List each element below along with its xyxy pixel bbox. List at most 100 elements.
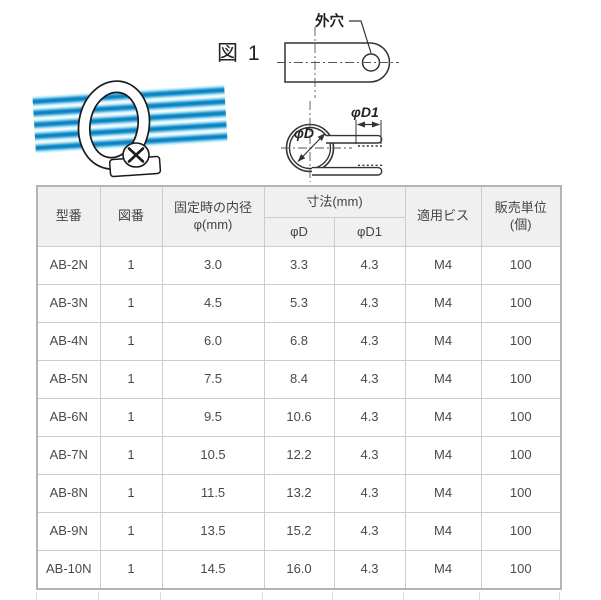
table-cell: 13.2	[263, 474, 335, 513]
table-cell: AB-8N	[36, 474, 101, 513]
table-cell: 4.3	[333, 322, 406, 361]
table-cell: 100	[480, 398, 562, 437]
table-cell: 12.2	[263, 436, 335, 475]
table-cell: 14.5	[161, 550, 265, 590]
table-row: AB-6N 1 9.5 10.6 4.3 M4 100	[36, 398, 562, 437]
table-cell: M4	[404, 398, 482, 437]
table-cell: 9.5	[161, 398, 265, 437]
table-cell: 3.3	[263, 246, 335, 285]
table-cell: 3.0	[161, 246, 265, 285]
inner-diameter-line2: φ(mm)	[193, 216, 233, 232]
phi-d-arrow	[297, 133, 326, 162]
table-cell: 4.3	[333, 360, 406, 399]
table-cell: 1	[99, 550, 163, 590]
table-cell: 100	[480, 436, 562, 475]
table-cell: M4	[404, 322, 482, 361]
table-cell: AB-3N	[36, 284, 101, 323]
table-cell: AB-6N	[36, 398, 101, 437]
col-header-inner-diameter: 固定時の内径 φ(mm)	[161, 185, 265, 247]
clamp-tab-outline	[284, 42, 391, 83]
table-cell: 1	[99, 512, 163, 551]
table-cell: 100	[480, 550, 562, 590]
phillips-cross-icon	[127, 147, 145, 163]
table-cell: M4	[404, 360, 482, 399]
figure-1-diagram: 図 1 外穴 φD φD1	[217, 12, 399, 182]
extension-lines	[355, 120, 382, 144]
table-cell: 4.5	[161, 284, 265, 323]
sales-unit-line2: (個)	[509, 216, 532, 232]
table-cell: 4.3	[333, 474, 406, 513]
table-cell: 1	[99, 436, 163, 475]
table-cell: 100	[480, 284, 562, 323]
table-cell: AB-5N	[36, 360, 101, 399]
table-row: AB-7N 1 10.5 12.2 4.3 M4 100	[36, 436, 562, 475]
table-cell: 6.8	[263, 322, 335, 361]
table-cell: 8.4	[263, 360, 335, 399]
spec-table: 型番 図番 固定時の内径 φ(mm) 寸法(mm) 適用ビス 販売単位 (個) …	[36, 185, 563, 590]
col-header-phi-d: φD	[263, 217, 335, 247]
col-header-sales-unit: 販売単位 (個)	[480, 185, 562, 247]
table-cell: M4	[404, 246, 482, 285]
col-header-phi-d1: φD1	[333, 217, 406, 247]
table-cell: 4.3	[333, 246, 406, 285]
table-cell: 15.2	[263, 512, 335, 551]
table-cell: 6.0	[161, 322, 265, 361]
side-view: φD φD1	[281, 101, 383, 182]
phi-d-label: φD	[294, 125, 314, 141]
table-cell: AB-4N	[36, 322, 101, 361]
col-header-screw: 適用ビス	[404, 185, 482, 247]
partial-next-row	[36, 592, 560, 600]
table-cell: AB-7N	[36, 436, 101, 475]
table-cell: 4.3	[333, 512, 406, 551]
sales-unit-line1: 販売単位	[494, 200, 547, 216]
table-row: AB-8N 1 11.5 13.2 4.3 M4 100	[36, 474, 562, 513]
table-cell: 1	[99, 322, 163, 361]
inner-diameter-line1: 固定時の内径	[173, 200, 252, 216]
spec-table-body: AB-2N 1 3.0 3.3 4.3 M4 100 AB-3N 1 4.5 5.3 4.3 M4 100…	[36, 246, 562, 590]
table-cell: 5.3	[263, 284, 335, 323]
table-cell: 4.3	[333, 550, 406, 590]
table-cell: 100	[480, 512, 562, 551]
table-cell: 100	[480, 246, 562, 285]
nylon-clamp	[77, 80, 162, 178]
table-row: AB-4N 1 6.0 6.8 4.3 M4 100	[36, 322, 562, 361]
table-row: AB-2N 1 3.0 3.3 4.3 M4 100	[36, 246, 562, 285]
table-cell: 13.5	[161, 512, 265, 551]
table-row: AB-3N 1 4.5 5.3 4.3 M4 100	[36, 284, 562, 323]
table-cell: 1	[99, 360, 163, 399]
table-cell: 100	[480, 474, 562, 513]
col-header-figure-no: 図番	[99, 185, 163, 247]
table-cell: M4	[404, 284, 482, 323]
table-cell: AB-10N	[36, 550, 101, 590]
table-cell: 4.3	[333, 398, 406, 437]
spec-table-header: 型番 図番 固定時の内径 φ(mm) 寸法(mm) 適用ビス 販売単位 (個) …	[36, 185, 562, 247]
table-cell: 16.0	[263, 550, 335, 590]
table-cell: 4.3	[333, 436, 406, 475]
clamp-product-illustration	[32, 80, 228, 178]
table-cell: M4	[404, 436, 482, 475]
col-header-model: 型番	[36, 185, 101, 247]
table-cell: 10.5	[161, 436, 265, 475]
table-row: AB-9N 1 13.5 15.2 4.3 M4 100	[36, 512, 562, 551]
figure-label: 図 1	[217, 42, 262, 65]
table-cell: 11.5	[161, 474, 265, 513]
outer-hole-label: 外穴	[315, 12, 344, 30]
table-cell: M4	[404, 474, 482, 513]
col-header-dimensions: 寸法(mm)	[263, 185, 406, 218]
table-cell: 100	[480, 322, 562, 361]
table-cell: M4	[404, 512, 482, 551]
table-cell: AB-2N	[36, 246, 101, 285]
table-cell: 7.5	[161, 360, 265, 399]
table-row: AB-10N 1 14.5 16.0 4.3 M4 100	[36, 550, 562, 590]
leader-line	[349, 20, 372, 54]
bottom-tab	[312, 166, 383, 176]
table-cell: 10.6	[263, 398, 335, 437]
phi-d1-label: φD1	[351, 104, 379, 120]
table-row: AB-5N 1 7.5 8.4 4.3 M4 100	[36, 360, 562, 399]
table-cell: AB-9N	[36, 512, 101, 551]
table-cell: 1	[99, 474, 163, 513]
table-cell: 1	[99, 284, 163, 323]
table-cell: 100	[480, 360, 562, 399]
top-view: 外穴	[277, 12, 399, 98]
